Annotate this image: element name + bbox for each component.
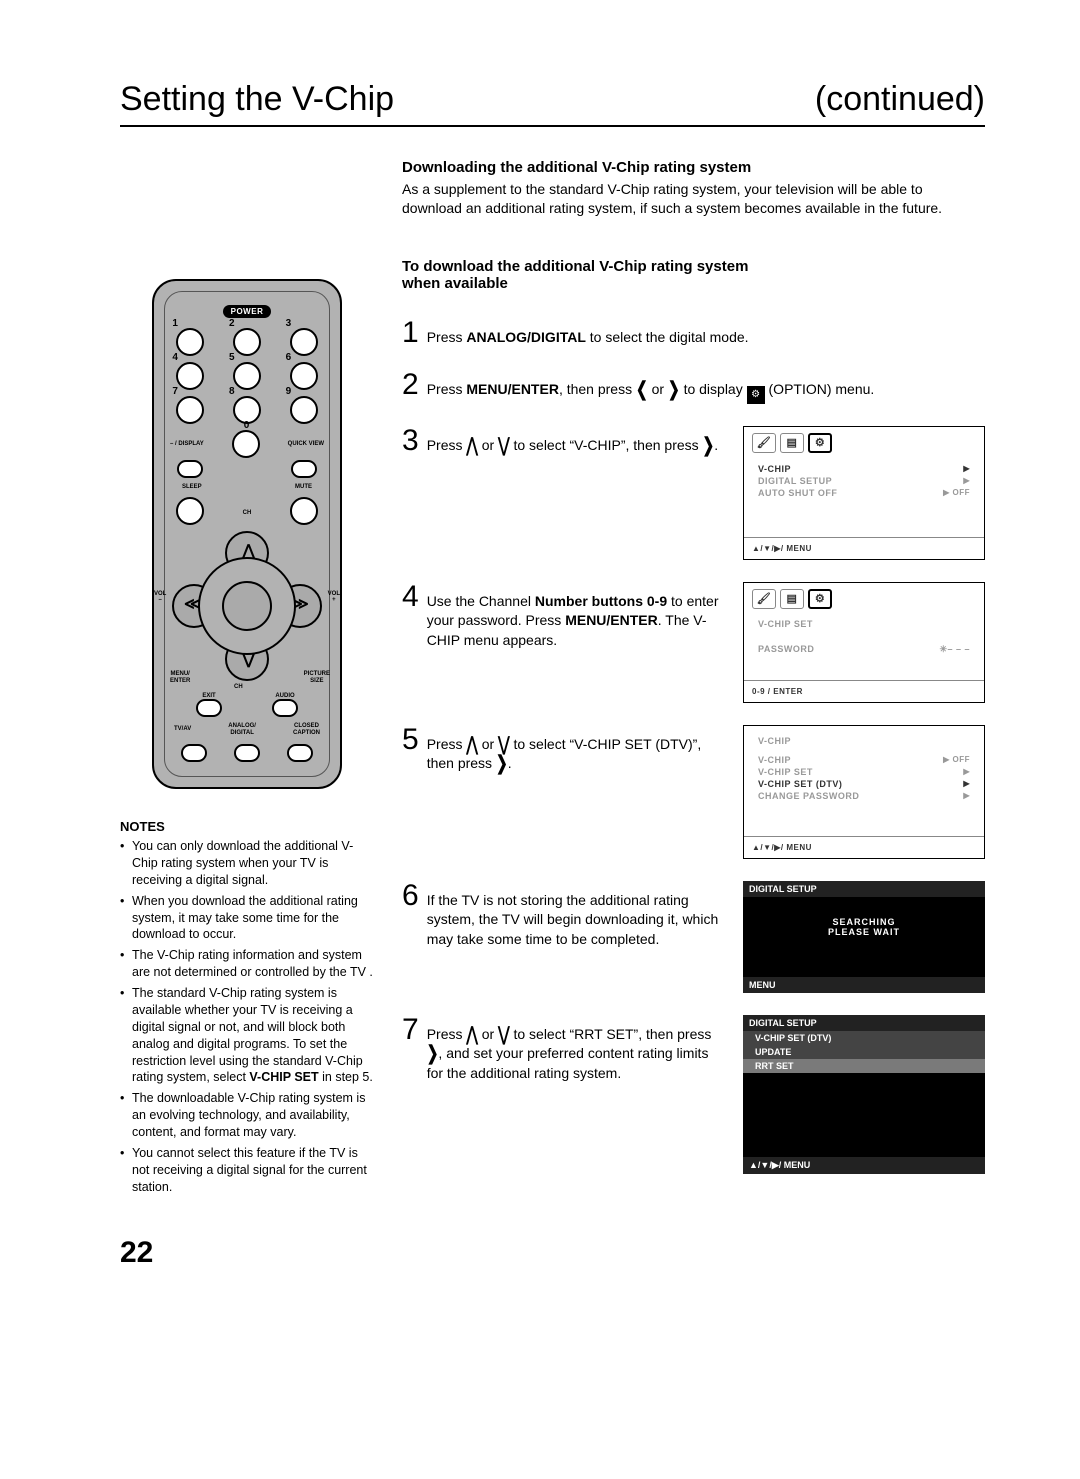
notes-heading: NOTES [120,819,374,834]
tab-icon: ▤ [780,433,804,453]
notes-item: When you download the additional rating … [120,893,374,944]
osd-digital-setup: DIGITAL SETUP V-CHIP SET (DTV) UPDATE RR… [743,1015,985,1174]
remote-illustration: POWER 1 2 3 4 5 6 7 8 9 – / DISPLAY 0 [152,279,342,789]
down-icon: ⋁ [498,1021,509,1048]
tab-icon: ⚙ [808,589,832,609]
down-icon: ⋁ [498,432,509,459]
num-1: 1 [176,328,204,356]
right-icon: ❯ [668,376,680,403]
tab-icon: 🖌 [752,433,776,453]
right-icon: ❯ [496,750,508,777]
proc-heading: To download the additional V-Chip rating… [402,258,985,292]
num-2: 2 [233,328,261,356]
right-icon: ❯ [703,432,715,459]
page-title: Setting the V-Chip [120,80,394,119]
num-6: 6 [290,362,318,390]
option-icon: ⚙ [747,386,765,404]
intro-heading: Downloading the additional V-Chip rating… [402,159,985,176]
dpad: ⋀ ⋁ ≪ ≫ VOL – VOL + MENU/ ENTER PICTURE … [172,531,322,681]
notes-item: You can only download the additional V-C… [120,838,374,889]
num-5: 5 [233,362,261,390]
audio-btn [272,699,298,717]
notes-item: You cannot select this feature if the TV… [120,1145,374,1196]
num-4: 4 [176,362,204,390]
num-0: 0 [232,430,260,458]
osd-searching: DIGITAL SETUP SEARCHINGPLEASE WAIT MENU [743,881,985,993]
left-icon: ❮ [636,376,648,403]
quickview-btn [291,460,317,478]
step-1: 1 Press ANALOG/DIGITAL to select the dig… [402,318,985,348]
mute-btn [290,497,318,525]
right-icon: ❯ [427,1040,439,1067]
notes-list: You can only download the additional V-C… [120,838,374,1196]
cc-btn [287,744,313,762]
power-label: POWER [223,305,272,318]
num-7: 7 [176,396,204,424]
up-icon: ⋀ [466,1021,477,1048]
title-bar: Setting the V-Chip (continued) [120,80,985,127]
tab-icon: 🖌 [752,589,776,609]
notes-item: The V-Chip rating information and system… [120,947,374,981]
tab-icon: ⚙ [808,433,832,453]
intro-body: As a supplement to the standard V-Chip r… [402,180,985,218]
num-9: 9 [290,396,318,424]
analog-digital-btn [234,744,260,762]
sleep-btn [176,497,204,525]
page-number: 22 [120,1236,985,1270]
tab-icon: ▤ [780,589,804,609]
notes-item: The downloadable V-Chip rating system is… [120,1090,374,1141]
osd-password: 🖌 ▤ ⚙ V-CHIP SET PASSWORD✳– – – 0-9 / EN… [743,582,985,703]
num-3: 3 [290,328,318,356]
step-4: 4 Use the Channel Number buttons 0-9 to … [402,582,985,703]
step-5: 5 Press ⋀ or ⋁ to select “V-CHIP SET (DT… [402,725,985,859]
step-3: 3 Press ⋀ or ⋁ to select “V-CHIP”, then … [402,426,985,560]
step-6: 6 If the TV is not storing the additiona… [402,881,985,993]
step-7: 7 Press ⋀ or ⋁ to select “RRT SET”, then… [402,1015,985,1174]
osd-option-menu: 🖌 ▤ ⚙ V-CHIP▶ DIGITAL SETUP▶ AUTO SHUT O… [743,426,985,560]
notes-item: The standard V-Chip rating system is ava… [120,985,374,1086]
up-icon: ⋀ [466,731,477,758]
up-icon: ⋀ [466,432,477,459]
page-continued: (continued) [815,80,985,119]
osd-vchip-menu: V-CHIP V-CHIP▶ OFF V-CHIP SET▶ V-CHIP SE… [743,725,985,859]
exit-btn [196,699,222,717]
tvav-btn [181,744,207,762]
dash-btn [177,460,203,478]
step-2: 2 Press MENU/ENTER, then press ❮ or ❯ to… [402,370,985,404]
